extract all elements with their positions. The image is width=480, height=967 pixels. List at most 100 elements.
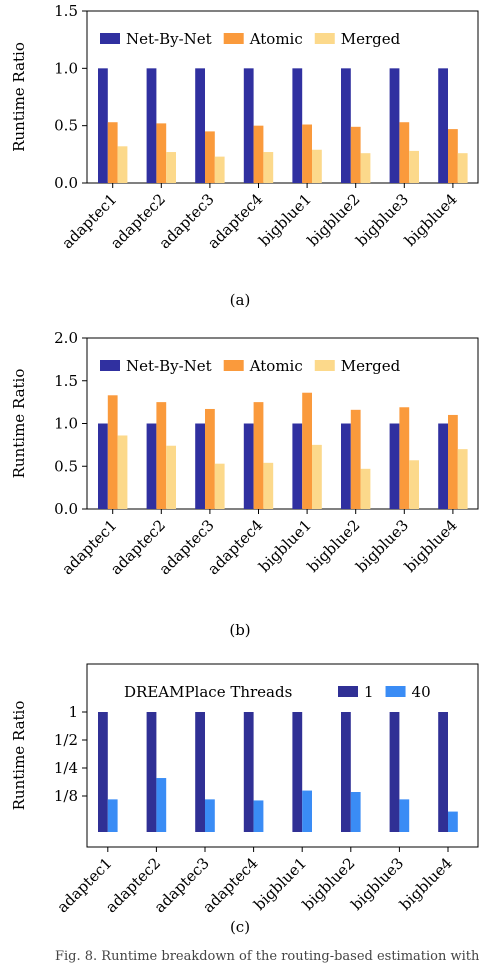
bar [156, 778, 167, 832]
legend-swatch [223, 33, 244, 44]
x-tick-label: bigblue3 [352, 190, 412, 250]
bar [243, 423, 254, 509]
y-tick-label: 1/2 [54, 731, 78, 749]
bar [341, 712, 351, 832]
x-tick-label: bigblue3 [347, 854, 407, 914]
bar [146, 712, 157, 832]
x-tick-label: bigblue2 [299, 854, 359, 914]
bar [146, 68, 157, 183]
bar [98, 68, 108, 183]
legend-label: 1 [364, 683, 374, 701]
legend-title: DREAMPlace Threads [124, 683, 292, 701]
bar [409, 460, 419, 509]
legend-swatch [385, 686, 406, 697]
bar [350, 409, 361, 509]
bar [263, 152, 274, 183]
legend-label: Net-By-Net [126, 357, 212, 375]
bar [195, 712, 205, 832]
bar [360, 153, 371, 183]
legend-label: 40 [412, 683, 431, 701]
caption-a: (a) [229, 291, 251, 309]
y-tick-label: 0.5 [54, 117, 78, 135]
legend-label: Net-By-Net [126, 30, 212, 48]
bar [438, 68, 448, 183]
figure-caption-fragment: Fig. 8. Runtime breakdown of the routing… [55, 949, 480, 964]
y-tick-label: 1.0 [54, 415, 78, 433]
bar [302, 392, 312, 509]
caption-c: (c) [229, 918, 251, 936]
bar [292, 68, 303, 183]
bar [350, 792, 361, 832]
legend-swatch [338, 686, 358, 697]
y-tick-label: 0.0 [54, 174, 78, 192]
bar [243, 712, 254, 832]
bar [253, 125, 264, 183]
bar [243, 68, 254, 183]
legend-label: Merged [341, 30, 401, 48]
bar [292, 712, 303, 832]
y-tick-label: 1.5 [54, 2, 78, 20]
plot-frame [86, 663, 479, 848]
bar [214, 156, 225, 183]
plot-frame [86, 10, 479, 184]
x-tick-label: bigblue4 [396, 854, 456, 914]
bar [350, 126, 361, 183]
x-tick-label: bigblue1 [255, 516, 315, 576]
bar [438, 423, 448, 509]
bar [448, 414, 458, 509]
bar [448, 811, 458, 832]
bar [98, 423, 108, 509]
bar [302, 790, 312, 832]
y-tick-label: 1 [68, 703, 78, 721]
bar [360, 468, 371, 509]
y-tick-label: 0.5 [54, 457, 78, 475]
x-tick-label: bigblue2 [304, 516, 364, 576]
bar [312, 149, 322, 183]
bar [146, 423, 157, 509]
bar [399, 407, 410, 509]
bar [205, 799, 215, 832]
bar [399, 799, 410, 832]
bar [107, 799, 118, 832]
bar [214, 463, 225, 509]
y-axis-label: Runtime Ratio [10, 701, 28, 811]
bar [253, 800, 264, 832]
bar [438, 712, 448, 832]
x-tick-label: bigblue2 [304, 190, 364, 250]
y-tick-label: 1.5 [54, 372, 78, 390]
x-tick-label: bigblue1 [250, 854, 310, 914]
bar [302, 124, 312, 183]
y-tick-label: 1/4 [54, 759, 78, 777]
bar [389, 423, 400, 509]
bar [166, 445, 176, 509]
x-tick-label: bigblue1 [255, 190, 315, 250]
legend-label: Atomic [249, 357, 303, 375]
bar [312, 444, 322, 509]
bar [166, 152, 176, 183]
bar [341, 68, 351, 183]
bar [205, 131, 215, 183]
y-axis-label: Runtime Ratio [10, 369, 28, 479]
y-tick-label: 2.0 [54, 329, 78, 347]
bar [156, 123, 167, 183]
legend-swatch [314, 33, 335, 44]
y-tick-label: 1.0 [54, 59, 78, 77]
legend-swatch [314, 360, 335, 371]
bar [107, 122, 118, 183]
bar [205, 408, 215, 509]
y-axis-label: Runtime Ratio [10, 42, 28, 152]
caption-b: (b) [229, 621, 251, 639]
y-tick-label: 1/8 [54, 787, 78, 805]
bar [253, 402, 264, 509]
bar [156, 402, 167, 509]
bar [195, 423, 205, 509]
bar [117, 146, 128, 183]
x-tick-label: bigblue4 [401, 190, 461, 250]
bar [341, 423, 351, 509]
bar [409, 150, 419, 183]
bar [389, 712, 400, 832]
